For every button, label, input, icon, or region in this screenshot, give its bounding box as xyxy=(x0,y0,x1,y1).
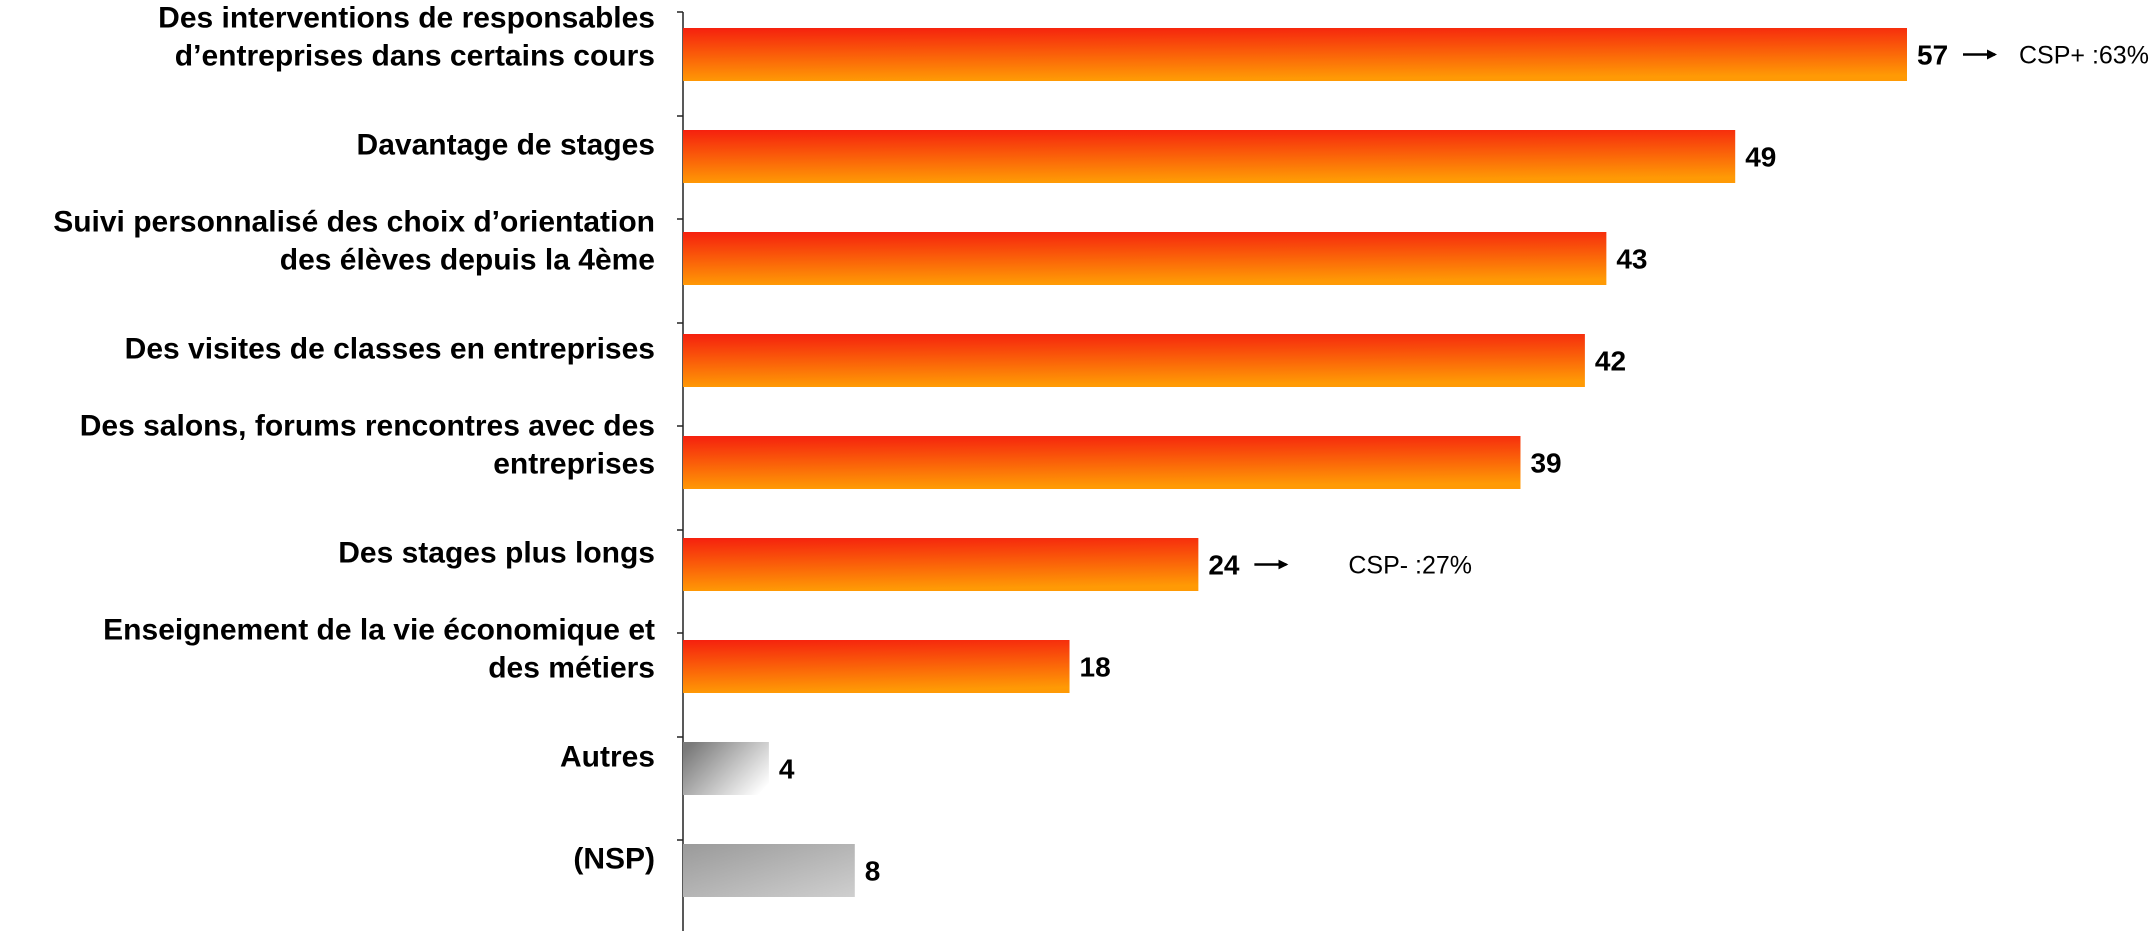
value-label: 49 xyxy=(1745,142,1776,173)
value-label: 57 xyxy=(1917,40,1948,71)
bar xyxy=(683,232,1607,285)
value-label: 8 xyxy=(865,856,881,887)
value-label: 43 xyxy=(1616,244,1647,275)
bar xyxy=(683,28,1907,81)
axis-layer xyxy=(677,11,684,931)
category-label: Autres xyxy=(560,741,655,774)
bar xyxy=(683,640,1070,693)
bar xyxy=(683,742,769,795)
value-label: 24 xyxy=(1208,550,1240,581)
bar xyxy=(683,130,1736,183)
value-label: 39 xyxy=(1530,448,1561,479)
value-label: 4 xyxy=(779,754,795,785)
category-label: Suivi personnalisé des choix d’orientati… xyxy=(53,206,655,277)
bar xyxy=(683,334,1585,387)
value-label: 18 xyxy=(1080,652,1111,683)
category-label: Davantage de stages xyxy=(357,129,655,162)
value-label: 42 xyxy=(1595,346,1626,377)
annotation-label: CSP+ :63% xyxy=(2019,42,2149,70)
category-label: Des salons, forums rencontres avec des en… xyxy=(80,410,655,481)
labels-layer: 57 Des interventions de responsables d’ent… xyxy=(53,2,2149,887)
category-label: (NSP) xyxy=(573,843,655,876)
bar xyxy=(683,538,1199,591)
bar xyxy=(683,436,1521,489)
category-label: Des visites de classes en entreprises xyxy=(125,333,655,366)
bars-layer xyxy=(683,28,1907,897)
category-label: Enseignement de la vie économique et des … xyxy=(103,614,655,685)
annotation-label: CSP- :27% xyxy=(1348,552,1472,580)
bar xyxy=(683,844,855,897)
category-label: Des stages plus longs xyxy=(338,537,655,570)
category-label: Des interventions de responsables d’entre… xyxy=(158,2,655,73)
